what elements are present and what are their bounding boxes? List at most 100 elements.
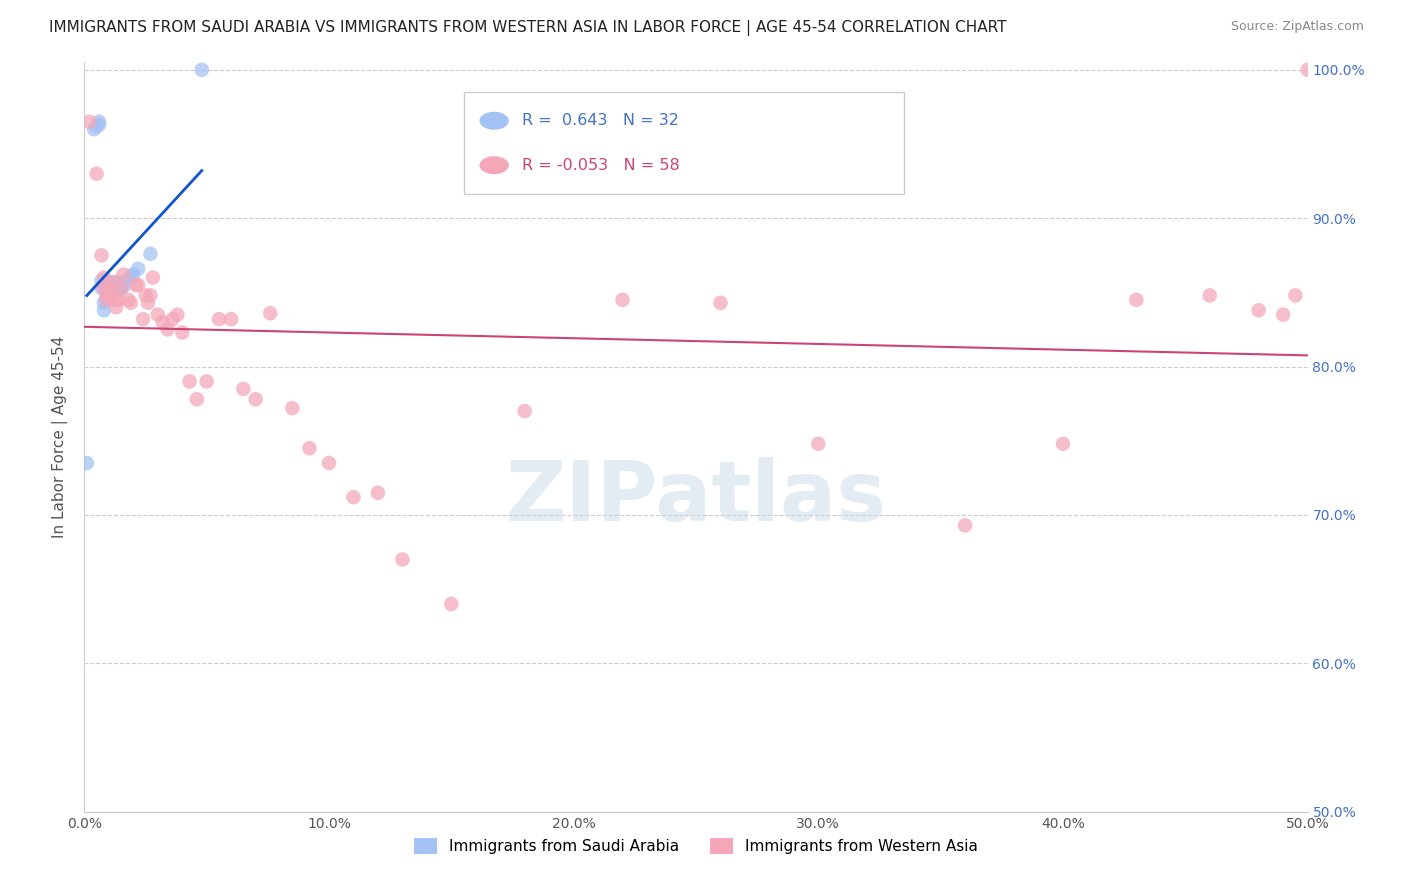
Point bbox=[1272, 308, 1295, 322]
Point bbox=[953, 518, 976, 533]
Point bbox=[93, 281, 115, 295]
Point bbox=[156, 322, 179, 336]
Point bbox=[90, 274, 112, 288]
Text: R =  0.643   N = 32: R = 0.643 N = 32 bbox=[522, 113, 679, 128]
Point bbox=[76, 456, 98, 470]
Point bbox=[93, 295, 115, 310]
Point bbox=[103, 282, 125, 296]
Point bbox=[100, 284, 122, 298]
Point bbox=[105, 293, 128, 307]
Point bbox=[440, 597, 463, 611]
Point bbox=[298, 441, 321, 455]
Point bbox=[86, 167, 108, 181]
Point bbox=[103, 277, 125, 291]
Point bbox=[96, 278, 118, 293]
Point bbox=[105, 281, 128, 295]
Point bbox=[807, 436, 830, 450]
Point bbox=[132, 312, 155, 326]
Point bbox=[127, 261, 149, 276]
Point bbox=[100, 281, 122, 295]
Point bbox=[281, 401, 304, 416]
Point bbox=[110, 275, 132, 289]
Point bbox=[127, 278, 149, 293]
Point bbox=[96, 290, 118, 304]
Point bbox=[186, 392, 208, 407]
Point bbox=[146, 308, 169, 322]
Point bbox=[342, 490, 364, 504]
Point bbox=[112, 268, 135, 282]
Point bbox=[1296, 62, 1319, 77]
Point bbox=[87, 115, 110, 129]
Point bbox=[87, 118, 110, 132]
Point bbox=[245, 392, 267, 407]
Point bbox=[96, 293, 118, 307]
Point bbox=[107, 278, 129, 293]
Point bbox=[112, 279, 135, 293]
Point bbox=[96, 284, 118, 298]
Point bbox=[136, 295, 159, 310]
Point bbox=[513, 404, 536, 418]
Point bbox=[100, 278, 122, 293]
Point bbox=[162, 312, 184, 326]
Point bbox=[110, 281, 132, 295]
Text: R = -0.053   N = 58: R = -0.053 N = 58 bbox=[522, 158, 681, 173]
Y-axis label: In Labor Force | Age 45-54: In Labor Force | Age 45-54 bbox=[52, 336, 69, 538]
Point bbox=[122, 268, 145, 282]
Point bbox=[93, 303, 115, 318]
Text: IMMIGRANTS FROM SAUDI ARABIA VS IMMIGRANTS FROM WESTERN ASIA IN LABOR FORCE | AG: IMMIGRANTS FROM SAUDI ARABIA VS IMMIGRAN… bbox=[49, 20, 1007, 36]
Point bbox=[107, 282, 129, 296]
Point bbox=[93, 270, 115, 285]
Point bbox=[172, 326, 194, 340]
Point bbox=[105, 275, 128, 289]
FancyBboxPatch shape bbox=[464, 93, 904, 194]
Point bbox=[318, 456, 340, 470]
Point bbox=[97, 281, 120, 295]
Circle shape bbox=[479, 156, 509, 174]
Point bbox=[391, 552, 413, 566]
Point bbox=[142, 270, 165, 285]
Point bbox=[1125, 293, 1147, 307]
Point bbox=[135, 288, 157, 302]
Point bbox=[166, 308, 188, 322]
Text: ZIPatlas: ZIPatlas bbox=[506, 457, 886, 538]
Point bbox=[1198, 288, 1220, 302]
Point bbox=[103, 275, 125, 289]
Point bbox=[367, 485, 389, 500]
Point bbox=[83, 122, 105, 136]
Point bbox=[709, 295, 731, 310]
Point bbox=[232, 382, 254, 396]
Point bbox=[96, 285, 118, 300]
Point bbox=[105, 300, 128, 314]
Point bbox=[208, 312, 231, 326]
Point bbox=[77, 115, 100, 129]
Point bbox=[195, 375, 218, 389]
Point bbox=[1052, 436, 1074, 450]
Circle shape bbox=[479, 112, 509, 129]
Point bbox=[179, 375, 201, 389]
Point bbox=[97, 285, 120, 300]
Point bbox=[107, 293, 129, 307]
Point bbox=[86, 120, 108, 134]
Point bbox=[612, 293, 634, 307]
Point bbox=[120, 269, 142, 284]
Point bbox=[259, 306, 281, 320]
Point bbox=[110, 281, 132, 295]
Point bbox=[90, 248, 112, 262]
Point bbox=[125, 278, 148, 293]
Point bbox=[117, 293, 139, 307]
Point bbox=[1247, 303, 1270, 318]
Point bbox=[139, 247, 162, 261]
Point bbox=[97, 275, 120, 289]
Text: Source: ZipAtlas.com: Source: ZipAtlas.com bbox=[1230, 20, 1364, 33]
Point bbox=[191, 62, 214, 77]
Point bbox=[117, 274, 139, 288]
Point bbox=[219, 312, 242, 326]
Point bbox=[120, 295, 142, 310]
Legend: Immigrants from Saudi Arabia, Immigrants from Western Asia: Immigrants from Saudi Arabia, Immigrants… bbox=[408, 832, 984, 860]
Point bbox=[97, 288, 120, 302]
Point bbox=[90, 281, 112, 295]
Point bbox=[152, 315, 174, 329]
Point bbox=[139, 288, 162, 302]
Point bbox=[1284, 288, 1306, 302]
Point bbox=[100, 288, 122, 302]
